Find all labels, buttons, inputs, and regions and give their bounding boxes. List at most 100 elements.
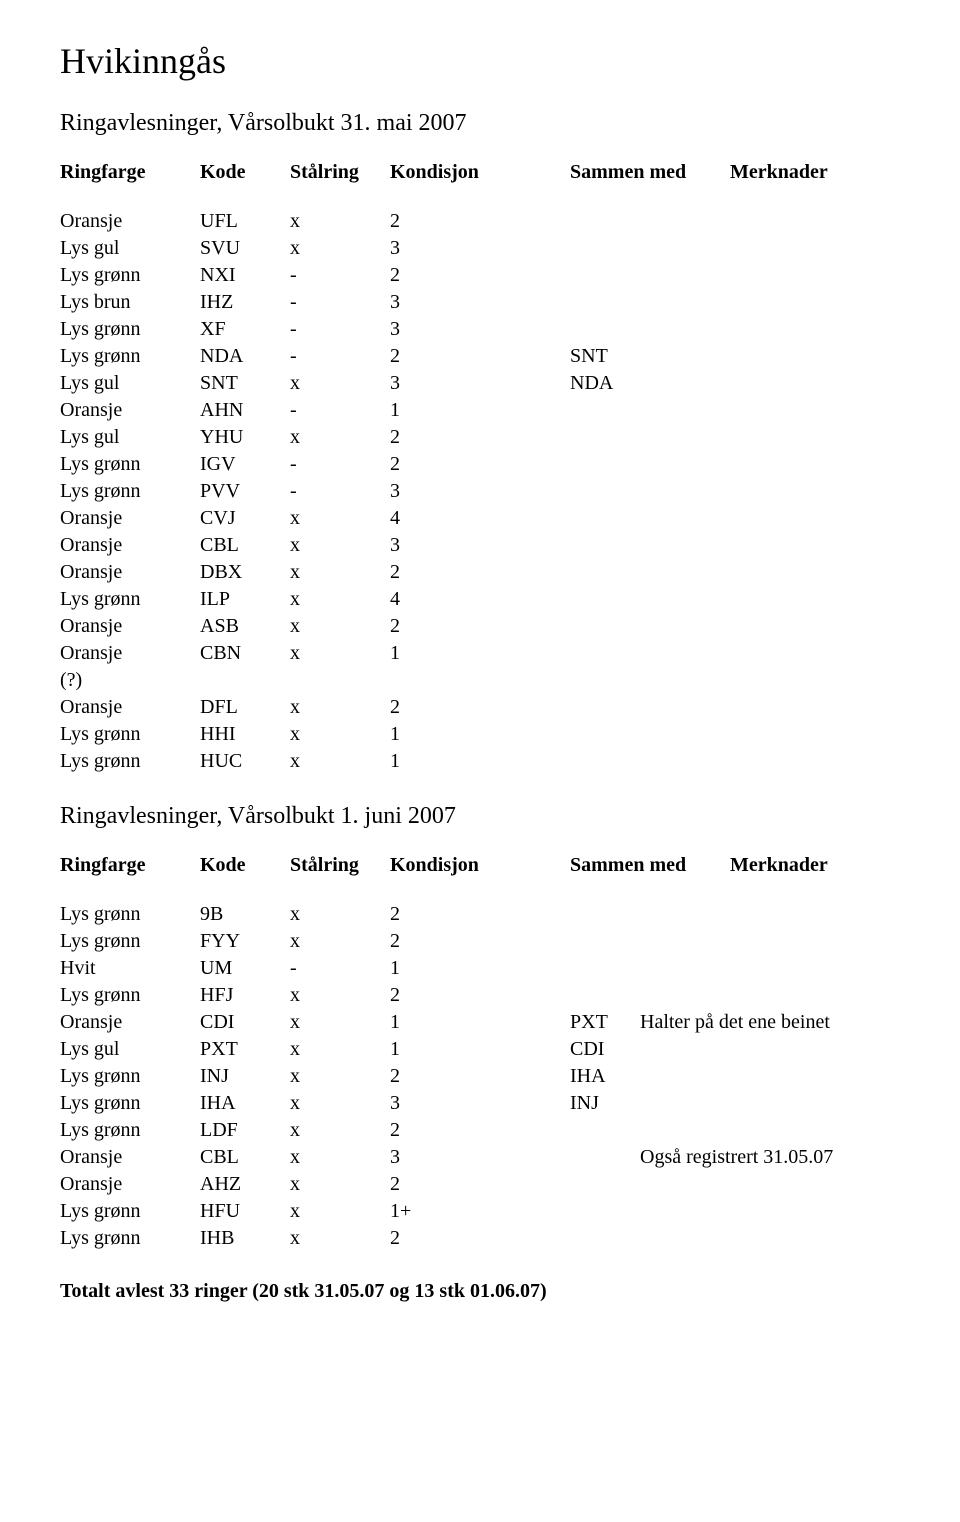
cell-kondisjon bbox=[390, 667, 570, 694]
cell-kode: INJ bbox=[200, 1063, 290, 1090]
cell-merk bbox=[640, 370, 900, 397]
cell-sammen bbox=[570, 262, 640, 289]
table-row: Lys grønnIHBx2 bbox=[60, 1225, 900, 1252]
cell-sammen bbox=[570, 1171, 640, 1198]
cell-sammen bbox=[570, 613, 640, 640]
cell-ringfarge: Lys grønn bbox=[60, 1090, 200, 1117]
cell-kondisjon: 3 bbox=[390, 235, 570, 262]
col-header-stalring: Stålring bbox=[290, 161, 390, 184]
cell-kondisjon: 3 bbox=[390, 478, 570, 505]
cell-sammen bbox=[570, 1225, 640, 1252]
cell-sammen: IHA bbox=[570, 1063, 640, 1090]
cell-sammen bbox=[570, 478, 640, 505]
cell-sammen bbox=[570, 901, 640, 928]
table-row: Lys grønnIGV-2 bbox=[60, 451, 900, 478]
cell-merk bbox=[640, 262, 900, 289]
table-row: Lys grønnHFJx2 bbox=[60, 982, 900, 1009]
table-row: (?) bbox=[60, 667, 900, 694]
cell-merk bbox=[640, 586, 900, 613]
cell-kondisjon: 3 bbox=[390, 370, 570, 397]
cell-merk bbox=[640, 748, 900, 775]
cell-merk bbox=[640, 451, 900, 478]
col-header-kode: Kode bbox=[200, 854, 290, 877]
cell-stalring: - bbox=[290, 262, 390, 289]
table-row: OransjeCBNx1 bbox=[60, 640, 900, 667]
cell-kode: ASB bbox=[200, 613, 290, 640]
cell-kode: IHA bbox=[200, 1090, 290, 1117]
cell-kode: 9B bbox=[200, 901, 290, 928]
cell-stalring: x bbox=[290, 559, 390, 586]
cell-sammen bbox=[570, 721, 640, 748]
cell-sammen bbox=[570, 1144, 640, 1171]
cell-merk bbox=[640, 208, 900, 235]
cell-sammen bbox=[570, 694, 640, 721]
cell-merk: Også registrert 31.05.07 bbox=[640, 1144, 900, 1171]
cell-ringfarge: Oransje bbox=[60, 532, 200, 559]
cell-merk bbox=[640, 532, 900, 559]
cell-ringfarge: Lys grønn bbox=[60, 586, 200, 613]
cell-merk bbox=[640, 721, 900, 748]
cell-kode: CBL bbox=[200, 1144, 290, 1171]
table-row: OransjeAHZx2 bbox=[60, 1171, 900, 1198]
cell-sammen bbox=[570, 532, 640, 559]
cell-merk bbox=[640, 640, 900, 667]
cell-kode: HHI bbox=[200, 721, 290, 748]
cell-merk bbox=[640, 1036, 900, 1063]
cell-kondisjon: 2 bbox=[390, 1225, 570, 1252]
cell-kode: PVV bbox=[200, 478, 290, 505]
cell-kondisjon: 2 bbox=[390, 901, 570, 928]
cell-stalring: - bbox=[290, 316, 390, 343]
cell-merk bbox=[640, 397, 900, 424]
cell-kode: UFL bbox=[200, 208, 290, 235]
cell-sammen bbox=[570, 559, 640, 586]
cell-stalring: x bbox=[290, 208, 390, 235]
data-table: OransjeUFLx2Lys gulSVUx3Lys grønnNXI-2Ly… bbox=[60, 208, 900, 775]
cell-merk bbox=[640, 289, 900, 316]
cell-merk bbox=[640, 982, 900, 1009]
cell-kode: SNT bbox=[200, 370, 290, 397]
table-row: Lys gulYHUx2 bbox=[60, 424, 900, 451]
cell-kode: HFJ bbox=[200, 982, 290, 1009]
col-header-ringfarge: Ringfarge bbox=[60, 854, 200, 877]
cell-ringfarge: Lys gul bbox=[60, 1036, 200, 1063]
data-table: Lys grønn9Bx2Lys grønnFYYx2HvitUM-1Lys g… bbox=[60, 901, 900, 1252]
cell-kondisjon: 4 bbox=[390, 505, 570, 532]
cell-sammen: SNT bbox=[570, 343, 640, 370]
cell-kode: CVJ bbox=[200, 505, 290, 532]
cell-stalring: x bbox=[290, 1144, 390, 1171]
cell-kode: CBL bbox=[200, 532, 290, 559]
table-row: Lys grønnFYYx2 bbox=[60, 928, 900, 955]
cell-kondisjon: 2 bbox=[390, 694, 570, 721]
cell-kondisjon: 2 bbox=[390, 1171, 570, 1198]
cell-stalring: x bbox=[290, 586, 390, 613]
cell-stalring: x bbox=[290, 370, 390, 397]
cell-kondisjon: 2 bbox=[390, 451, 570, 478]
cell-merk bbox=[640, 316, 900, 343]
cell-kode: CDI bbox=[200, 1009, 290, 1036]
cell-stalring: x bbox=[290, 505, 390, 532]
table-row: Lys grønnHUCx1 bbox=[60, 748, 900, 775]
cell-kondisjon: 2 bbox=[390, 928, 570, 955]
cell-kondisjon: 1 bbox=[390, 1036, 570, 1063]
cell-stalring: x bbox=[290, 235, 390, 262]
cell-merk bbox=[640, 235, 900, 262]
cell-kondisjon: 2 bbox=[390, 343, 570, 370]
cell-sammen bbox=[570, 235, 640, 262]
table-row: Lys grønn9Bx2 bbox=[60, 901, 900, 928]
cell-stalring: x bbox=[290, 1036, 390, 1063]
cell-ringfarge: Lys gul bbox=[60, 235, 200, 262]
cell-kode: IHB bbox=[200, 1225, 290, 1252]
table-row: OransjeAHN-1 bbox=[60, 397, 900, 424]
table-row: Lys grønnNDA-2SNT bbox=[60, 343, 900, 370]
cell-stalring: - bbox=[290, 451, 390, 478]
table-row: OransjeDBXx2 bbox=[60, 559, 900, 586]
cell-sammen bbox=[570, 748, 640, 775]
col-header-merknader: Merknader bbox=[730, 161, 900, 184]
cell-kode: AHN bbox=[200, 397, 290, 424]
table-row: OransjeCBLx3 bbox=[60, 532, 900, 559]
cell-sammen bbox=[570, 208, 640, 235]
col-header-stalring: Stålring bbox=[290, 854, 390, 877]
cell-kode: DBX bbox=[200, 559, 290, 586]
cell-sammen bbox=[570, 424, 640, 451]
col-header-kondisjon: Kondisjon bbox=[390, 854, 570, 877]
